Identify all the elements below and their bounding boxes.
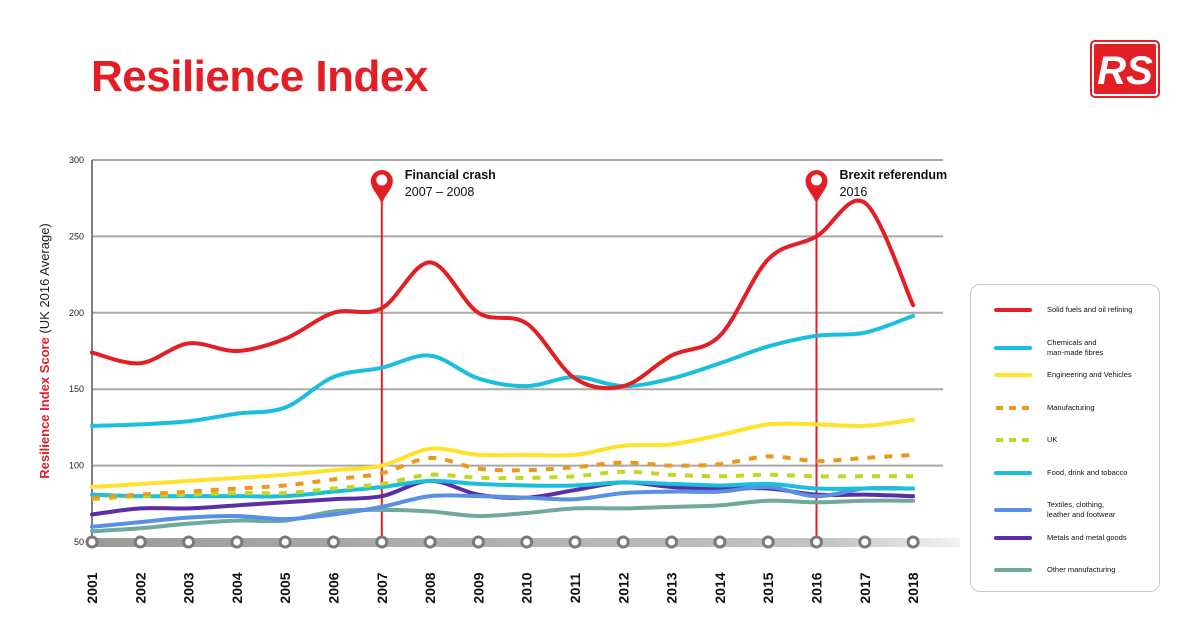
legend-swatch: [996, 438, 1030, 442]
series-line-manufacturing: [91, 452, 914, 500]
legend-label: Food, drink and tobacco: [1047, 467, 1128, 477]
legend-swatch: [994, 568, 1032, 572]
x-tick-marker: [665, 535, 679, 549]
x-tick-marker: [713, 535, 727, 549]
legend-label: Other manufacturing: [1047, 565, 1116, 574]
y-tick-label: 50: [74, 537, 84, 547]
legend-item: Textiles, clothing, leather and footwear: [993, 500, 1153, 520]
x-tick-label: 2005: [277, 572, 293, 603]
x-tick-label: 2013: [664, 572, 680, 603]
x-tick-marker: [568, 535, 582, 549]
x-tick-marker: [423, 535, 437, 549]
page-title: Resilience Index: [91, 52, 428, 101]
chart-legend: Solid fuels and oil refining Chemicals an…: [970, 284, 1160, 592]
map-pin-shape: [370, 170, 393, 204]
x-tick-marker: [761, 535, 775, 549]
legend-item: Solid fuels and oil refining: [993, 305, 1153, 315]
x-tick-label: 2006: [326, 572, 342, 603]
legend-item: Food, drink and tobacco: [993, 468, 1153, 478]
x-tick-marker: [85, 535, 99, 549]
y-axis-title-rest: (UK 2016 Average): [37, 223, 52, 333]
x-tick-label: 2001: [84, 572, 100, 603]
x-tick-label: 2002: [132, 572, 148, 603]
map-pin-shape: [805, 170, 828, 204]
line-chart: 50 100 150 200 250 300 Resilience Index Score …: [37, 155, 960, 604]
annotation-subtitle: 2007 – 2008: [405, 185, 475, 199]
legend-item: Manufacturing: [993, 403, 1153, 413]
x-tick-label: 2012: [615, 572, 631, 603]
y-tick-label: 250: [69, 231, 84, 241]
legend-item: Engineering and Vehicles: [993, 370, 1153, 380]
x-tick-marker: [906, 535, 920, 549]
x-tick-label: 2016: [809, 572, 825, 603]
x-tick-marker: [375, 535, 389, 549]
series-line-other-manufacturing: [90, 498, 916, 534]
rs-logo: RS: [1090, 40, 1160, 98]
map-pin-hole: [811, 174, 822, 186]
x-tick-marker: [278, 535, 292, 549]
legend-item: Other manufacturing: [993, 565, 1153, 575]
series-line-food-drink-and-tobacco: [90, 478, 916, 499]
svg-text:RS: RS: [1097, 49, 1153, 93]
x-tick-marker: [616, 535, 630, 549]
annotation-title: Financial crash: [405, 168, 496, 182]
x-tick-label: 2009: [470, 572, 486, 603]
legend-swatch: [996, 405, 1030, 410]
x-tick-marker: [230, 535, 244, 549]
series-line-solid-fuels-and-oil-refining: [90, 198, 916, 391]
annotation-subtitle: 2016: [840, 185, 868, 199]
x-tick-label: 2018: [905, 572, 921, 603]
legend-swatch: [994, 508, 1032, 512]
x-tick-label: 2017: [857, 572, 873, 603]
legend-label: Chemicals and man-made fibres: [1047, 337, 1104, 357]
x-tick-marker: [327, 535, 340, 549]
x-tick-label: 2014: [712, 572, 728, 603]
y-tick-label: 100: [69, 461, 84, 471]
x-tick-label: 2010: [519, 572, 535, 603]
x-tick-marker: [858, 535, 872, 549]
x-tick-label: 2015: [760, 572, 776, 603]
x-tick-marker: [182, 535, 196, 549]
annotation-title: Brexit referendum: [840, 168, 948, 182]
legend-label: Engineering and Vehicles: [1047, 370, 1132, 379]
x-tick-label: 2004: [229, 572, 245, 603]
x-tick-label: 2003: [181, 572, 197, 603]
y-tick-label: 150: [69, 384, 84, 394]
x-tick-label: 2007: [374, 572, 390, 603]
legend-swatch: [994, 308, 1032, 312]
legend-label: Manufacturing: [1047, 402, 1095, 412]
series-line-engineering-and-vehicles: [90, 417, 916, 489]
legend-swatch: [994, 535, 1032, 540]
legend-label: UK: [1047, 435, 1058, 444]
x-tick-marker: [520, 535, 534, 549]
series-line-textiles-clothing-leather-and-footwear: [90, 484, 916, 529]
legend-item: Metals and metal goods: [993, 533, 1153, 543]
legend-label: Solid fuels and oil refining: [1047, 305, 1133, 314]
legend-label: Metals and metal goods: [1047, 532, 1127, 542]
legend-label: Textiles, clothing, leather and footwear: [1047, 500, 1116, 519]
map-pin-hole: [376, 174, 388, 186]
y-tick-label: 300: [69, 155, 84, 165]
x-tick-label: 2008: [422, 572, 438, 603]
x-tick-marker: [133, 535, 147, 549]
y-tick-label: 200: [69, 308, 84, 318]
legend-swatch: [994, 470, 1032, 475]
series-line-chemicals-and-man-made-fibres: [90, 313, 916, 428]
legend-swatch: [994, 373, 1032, 377]
x-tick-marker: [471, 535, 485, 549]
map-pin-icon: [370, 170, 393, 204]
legend-swatch: [994, 345, 1032, 350]
series-line-uk: [91, 469, 914, 502]
y-axis-title-highlight: Resilience Index Score: [37, 334, 52, 479]
x-tick-marker: [810, 535, 823, 549]
x-tick-label: 2011: [567, 573, 583, 604]
legend-item: UK: [993, 435, 1153, 445]
map-pin-icon: [805, 170, 828, 204]
y-axis-title: Resilience Index Score (UK 2016 Average): [37, 223, 52, 479]
legend-item: Chemicals and man-made fibres: [993, 338, 1153, 358]
